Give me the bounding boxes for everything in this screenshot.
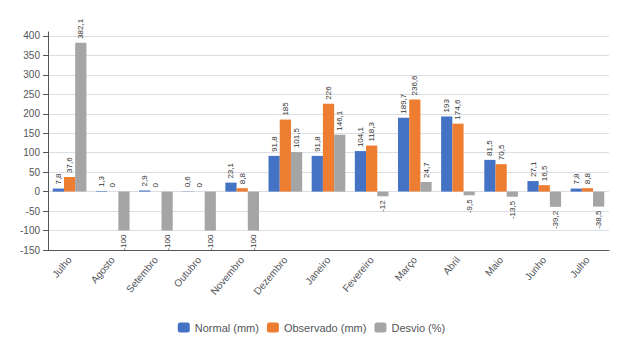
svg-text:-50: -50 (26, 206, 41, 217)
svg-text:7,8: 7,8 (54, 173, 63, 185)
svg-text:50: 50 (29, 167, 41, 178)
svg-text:91,8: 91,8 (270, 136, 279, 152)
svg-text:-100: -100 (163, 234, 172, 251)
svg-text:-12: -12 (378, 200, 387, 212)
svg-text:27,1: 27,1 (529, 161, 538, 177)
svg-text:-9,5: -9,5 (465, 199, 474, 213)
svg-text:Desvio (%): Desvio (%) (391, 322, 445, 334)
svg-text:118,3: 118,3 (367, 122, 376, 142)
svg-text:Fevereiro: Fevereiro (340, 254, 376, 294)
svg-text:70,5: 70,5 (497, 144, 506, 160)
svg-text:Outubro: Outubro (172, 254, 204, 289)
svg-text:-100: -100 (20, 225, 40, 236)
svg-text:Julho: Julho (50, 254, 74, 280)
svg-text:Normal (mm): Normal (mm) (195, 322, 259, 334)
svg-text:8,8: 8,8 (583, 173, 592, 185)
svg-text:-39,2: -39,2 (551, 210, 560, 229)
svg-text:400: 400 (23, 30, 40, 41)
svg-text:350: 350 (23, 50, 40, 61)
svg-text:Janeiro: Janeiro (303, 254, 333, 287)
svg-text:Junho: Junho (523, 254, 549, 282)
svg-text:382,1: 382,1 (76, 18, 85, 39)
svg-text:Observado (mm): Observado (mm) (284, 322, 367, 334)
svg-text:Dezembro: Dezembro (251, 254, 289, 297)
svg-text:-100: -100 (119, 234, 128, 251)
svg-text:8,8: 8,8 (238, 173, 247, 185)
svg-text:150: 150 (23, 128, 40, 139)
svg-text:16,5: 16,5 (540, 165, 549, 181)
svg-text:174,6: 174,6 (453, 99, 462, 120)
svg-text:193: 193 (442, 99, 451, 113)
svg-text:37,6: 37,6 (65, 157, 74, 173)
svg-text:226: 226 (324, 86, 333, 100)
svg-text:-13,5: -13,5 (508, 200, 517, 219)
svg-text:250: 250 (23, 89, 40, 100)
svg-text:Abril: Abril (441, 254, 462, 276)
svg-text:7,8: 7,8 (572, 173, 581, 185)
svg-text:0: 0 (151, 183, 160, 188)
svg-text:2,9: 2,9 (140, 175, 149, 187)
svg-text:146,1: 146,1 (335, 110, 344, 131)
svg-text:Novembro: Novembro (208, 254, 246, 297)
svg-text:1,3: 1,3 (97, 175, 106, 187)
svg-text:23,1: 23,1 (226, 162, 235, 178)
svg-text:Agosto: Agosto (88, 254, 117, 285)
svg-text:300: 300 (23, 69, 40, 80)
svg-text:Maio: Maio (483, 254, 506, 278)
svg-text:185: 185 (281, 102, 290, 116)
svg-text:101,5: 101,5 (292, 128, 301, 149)
svg-text:0,6: 0,6 (183, 176, 192, 188)
svg-text:-100: -100 (206, 234, 215, 251)
svg-text:200: 200 (23, 108, 40, 119)
svg-text:-100: -100 (249, 234, 258, 251)
svg-text:Setembro: Setembro (124, 254, 161, 295)
svg-text:91,8: 91,8 (313, 136, 322, 152)
svg-text:-150: -150 (20, 245, 40, 256)
svg-text:0: 0 (34, 186, 40, 197)
svg-text:Março: Março (393, 254, 420, 283)
svg-text:24,7: 24,7 (422, 162, 431, 178)
svg-text:189,7: 189,7 (399, 93, 408, 114)
svg-text:0: 0 (195, 183, 204, 188)
svg-text:81,5: 81,5 (485, 140, 494, 156)
svg-text:100: 100 (23, 147, 40, 158)
svg-text:Julho: Julho (568, 254, 592, 280)
svg-text:104,1: 104,1 (356, 127, 365, 148)
svg-text:0: 0 (108, 183, 117, 188)
svg-text:-38,5: -38,5 (594, 210, 603, 229)
svg-text:236,6: 236,6 (410, 75, 419, 96)
